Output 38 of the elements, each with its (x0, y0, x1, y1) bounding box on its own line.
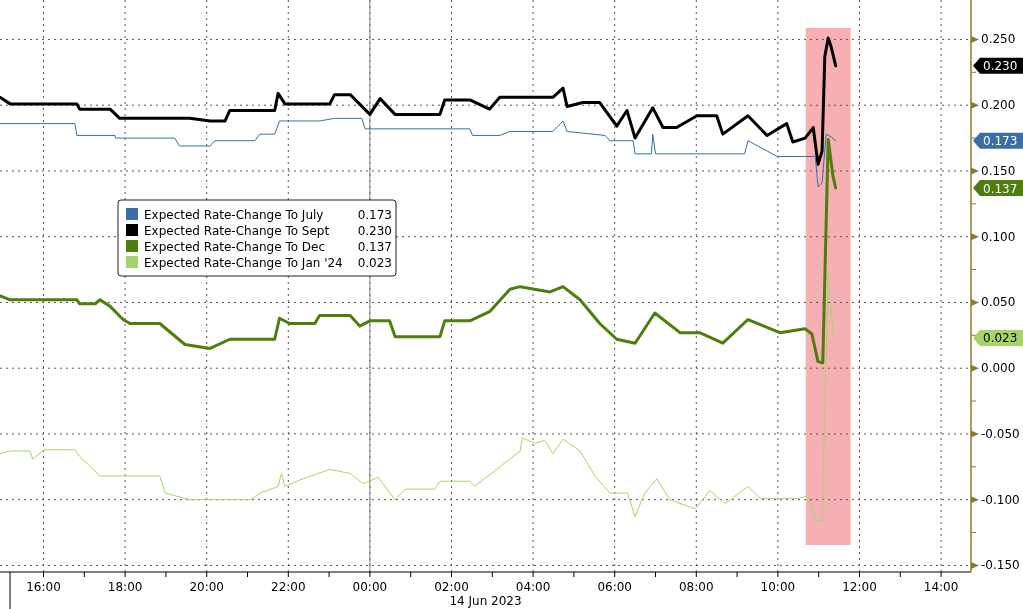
y-tick-label: 0.150 (981, 163, 1016, 178)
x-tick-label: 18:00 (107, 580, 143, 594)
legend-label: Expected Rate-Change To Dec (144, 239, 326, 254)
x-tick-label: 00:00 (352, 580, 388, 594)
y-tick-label: 0.050 (981, 295, 1016, 310)
x-tick-label: 06:00 (597, 580, 632, 594)
y-tick-label: 0.200 (981, 98, 1016, 113)
y-tick-label: -0.100 (981, 492, 1020, 507)
line-series (0, 137, 838, 365)
text: 0.023 (983, 331, 1018, 346)
x-tick-label: 10:00 (760, 580, 796, 594)
text: 0.230 (983, 59, 1018, 74)
x-axis-title: 14 Jun 2023 (449, 594, 522, 608)
y-tick-label: 0.250 (981, 32, 1016, 47)
text: 0.137 (983, 181, 1018, 196)
annotation: 0.230 (357, 223, 392, 238)
x-tick-label: 02:00 (434, 580, 469, 594)
legend-label: Expected Rate-Change To July (144, 207, 324, 222)
y-tick-label: 0.100 (981, 229, 1016, 244)
y-tick-label: 0.000 (981, 361, 1016, 376)
line-series (0, 273, 837, 522)
x-tick-label: 16:00 (26, 580, 61, 594)
legend-label: Expected Rate-Change To Jan '24 (144, 255, 343, 270)
line-series (0, 117, 837, 188)
legend-label: Expected Rate-Change To Sept (144, 223, 330, 238)
x-tick-label: 08:00 (678, 580, 714, 594)
x-tick-label: 22:00 (271, 580, 306, 594)
y-tick-label: -0.150 (981, 558, 1020, 573)
x-tick-label: 14:00 (923, 580, 959, 594)
x-tick-label: 12:00 (842, 580, 877, 594)
x-tick-label: 20:00 (189, 580, 225, 594)
y-tick-label: -0.050 (981, 426, 1020, 441)
annotation: 0.137 (357, 239, 392, 254)
x-tick-label: 04:00 (515, 580, 551, 594)
text: 0.173 (983, 134, 1018, 149)
annotation: 0.173 (357, 207, 392, 222)
line-series (0, 36, 838, 166)
annotation: 0.023 (357, 255, 392, 270)
